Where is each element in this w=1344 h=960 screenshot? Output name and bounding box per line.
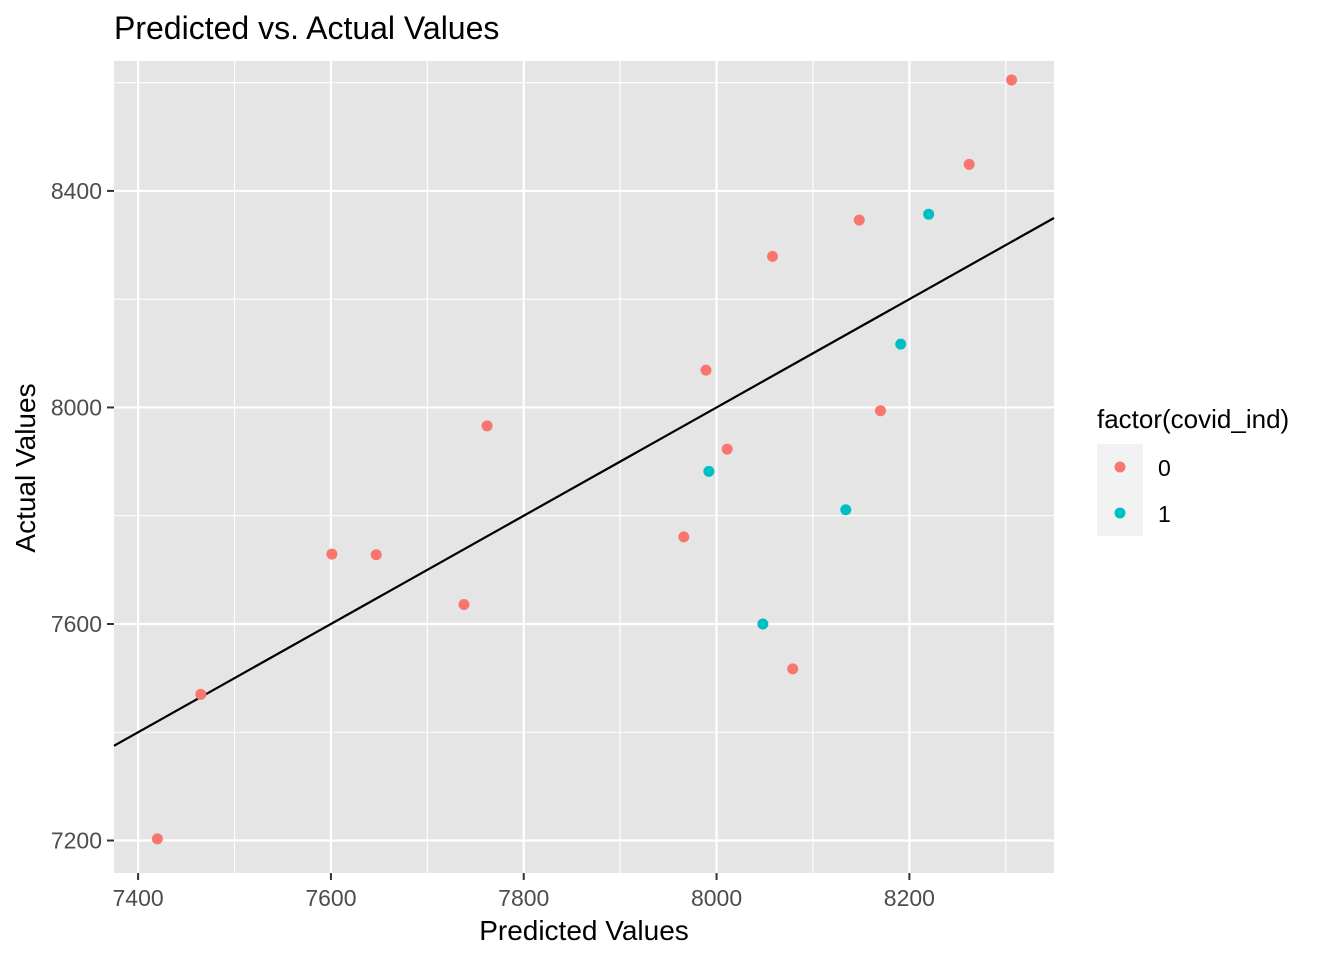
data-point-series-1 (923, 208, 935, 220)
y-tick-label: 7600 (51, 611, 102, 637)
data-point-series-0 (787, 663, 799, 675)
data-point-series-0 (766, 250, 778, 262)
data-point-series-1 (757, 618, 769, 630)
data-point-series-0 (963, 158, 975, 170)
chart-title: Predicted vs. Actual Values (114, 10, 499, 46)
data-point-series-0 (678, 531, 690, 543)
y-axis: 7200 7600 8000 8400 (51, 178, 114, 854)
data-point-series-0 (151, 833, 163, 845)
x-axis: 7400 7600 7800 8000 8200 (113, 873, 935, 911)
data-point-series-1 (895, 338, 907, 350)
plot-panel-background (114, 61, 1054, 873)
y-tick-label: 7200 (51, 828, 102, 854)
major-gridlines (114, 61, 1054, 873)
data-point-series-0 (481, 420, 493, 432)
data-point-series-0 (700, 364, 712, 376)
x-axis-title: Predicted Values (479, 915, 689, 946)
legend-key-1 (1114, 507, 1126, 519)
y-tick-label: 8400 (51, 178, 102, 204)
minor-gridlines (114, 61, 1054, 873)
legend-key-0 (1114, 461, 1126, 473)
legend: factor(covid_ind) 0 1 (1097, 404, 1289, 536)
x-tick-label: 7400 (113, 885, 164, 911)
data-point-series-0 (326, 548, 338, 560)
x-tick-label: 7800 (498, 885, 549, 911)
data-points (151, 74, 1018, 845)
data-point-series-0 (1006, 74, 1018, 86)
x-tick-label: 8000 (691, 885, 742, 911)
data-point-series-0 (370, 549, 382, 561)
data-point-series-1 (840, 504, 852, 516)
data-point-series-0 (874, 405, 886, 417)
x-tick-label: 8200 (884, 885, 935, 911)
legend-label-0: 0 (1158, 455, 1171, 481)
data-point-series-0 (195, 688, 207, 700)
reference-line (113, 217, 1055, 747)
data-point-series-0 (458, 598, 470, 610)
legend-key-background (1097, 444, 1143, 536)
reference-line-group (113, 217, 1055, 747)
legend-label-1: 1 (1158, 501, 1171, 527)
y-tick-label: 8000 (51, 394, 102, 420)
data-point-series-0 (721, 443, 733, 455)
data-point-series-0 (853, 214, 865, 226)
x-tick-label: 7600 (305, 885, 356, 911)
data-point-series-1 (703, 465, 715, 477)
legend-title: factor(covid_ind) (1097, 404, 1289, 434)
y-axis-title: Actual Values (10, 383, 41, 552)
